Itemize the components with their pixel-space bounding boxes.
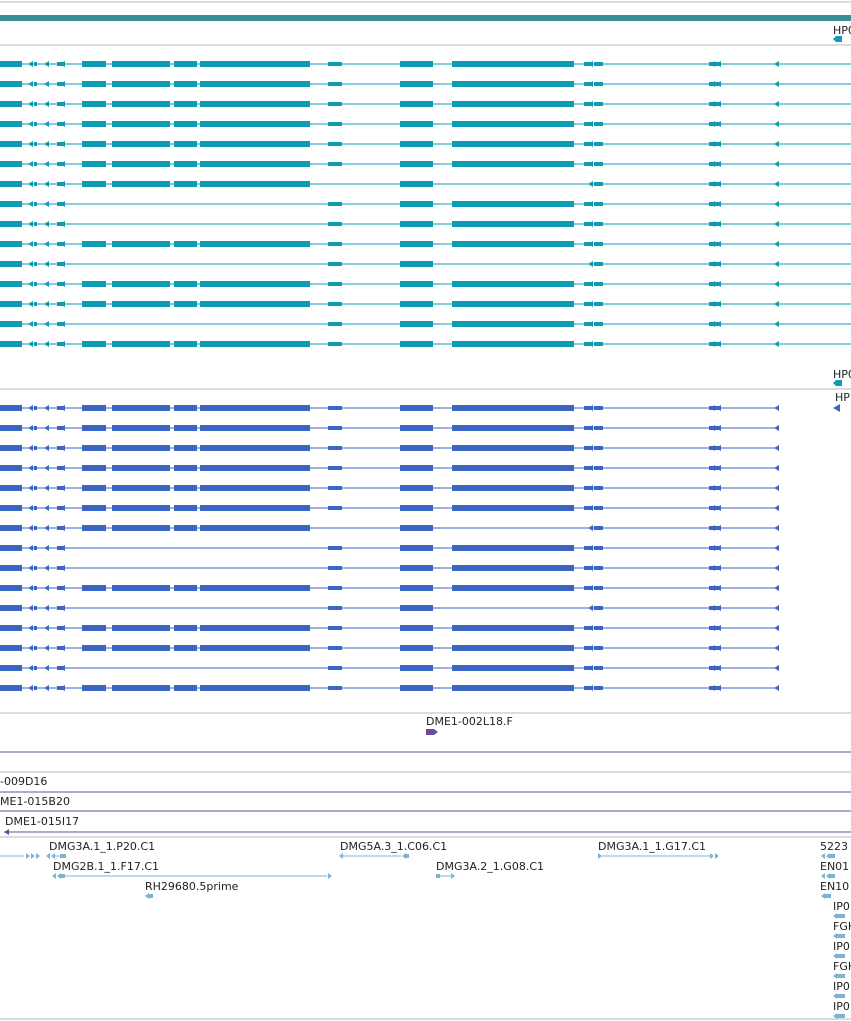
transcript[interactable] [0, 525, 779, 531]
transcript[interactable] [0, 201, 851, 207]
transcript[interactable] [0, 465, 779, 471]
transcript[interactable] [0, 281, 851, 287]
gene-marker-cyan-bottom[interactable] [833, 380, 842, 386]
est-feature[interactable]: IP0 [833, 980, 850, 999]
transcript[interactable] [0, 605, 779, 611]
transcript[interactable] [0, 545, 779, 551]
est-label[interactable]: FGH [833, 920, 851, 933]
transcript[interactable] [0, 321, 851, 327]
est-label[interactable]: IP0 [833, 1000, 850, 1013]
transcript[interactable] [0, 505, 779, 511]
bac-feature[interactable]: DME1-002L18.F [426, 715, 513, 735]
est-label[interactable]: DMG5A.3_1.C06.C1 [340, 840, 447, 853]
est-label[interactable]: IP0 [833, 900, 850, 913]
est-feature[interactable]: FGH [833, 920, 851, 939]
transcript-rows-blue [0, 405, 779, 691]
transcript[interactable] [0, 161, 851, 167]
gene-track-cyan[interactable]: HP0 HP0 [0, 24, 851, 386]
est-feature[interactable]: DMG5A.3_1.C06.C1 [339, 840, 447, 859]
transcript[interactable] [0, 625, 779, 631]
est-feature[interactable]: DMG3A.1_1.G17.C1 [598, 840, 719, 859]
transcript[interactable] [0, 221, 851, 227]
transcript[interactable] [0, 645, 779, 651]
transcript[interactable] [0, 121, 851, 127]
est-feature[interactable]: FGH [833, 960, 851, 979]
est-label[interactable]: DMG2B.1_1.F17.C1 [53, 860, 159, 873]
bac-feature[interactable]: ME1-015B20 [0, 795, 70, 808]
est-feature[interactable]: 5223 [820, 840, 848, 859]
bac-track[interactable]: DME1-002L18.F -009D16 ME1-015B20 DME1-01… [0, 715, 851, 835]
scaffold-bar[interactable] [0, 15, 851, 21]
gene-label-blue-top[interactable]: HP [835, 391, 850, 404]
bac-label[interactable]: DME1-002L18.F [426, 715, 513, 728]
est-label[interactable]: FGH [833, 960, 851, 973]
est-label[interactable]: DMG3A.2_1.G08.C1 [436, 860, 544, 873]
transcript[interactable] [0, 341, 851, 347]
bac-label[interactable]: ME1-015B20 [0, 795, 70, 808]
est-label[interactable]: 5223 [820, 840, 848, 853]
est-label[interactable]: EN01 [820, 860, 849, 873]
transcript[interactable] [0, 445, 779, 451]
bac-feature[interactable]: -009D16 [0, 775, 47, 788]
transcript[interactable] [0, 81, 851, 87]
est-label[interactable]: DMG3A.1_1.G17.C1 [598, 840, 706, 853]
transcript[interactable] [0, 241, 851, 247]
gene-track-blue[interactable]: HP [0, 391, 850, 691]
transcript[interactable] [0, 405, 779, 411]
transcript[interactable] [0, 485, 779, 491]
transcript[interactable] [0, 685, 779, 691]
est-feature[interactable]: DMG3A.2_1.G08.C1 [436, 860, 544, 879]
est-feature[interactable]: EN01 [820, 860, 849, 879]
transcript[interactable] [0, 61, 851, 67]
est-feature[interactable]: EN10 [820, 880, 849, 899]
transcript[interactable] [0, 665, 779, 671]
transcript[interactable] [0, 585, 779, 591]
est-feature[interactable]: IP0 [833, 900, 850, 919]
est-label[interactable]: IP0 [833, 940, 850, 953]
est-feature[interactable]: RH29680.5prime [145, 880, 239, 899]
transcript[interactable] [0, 425, 779, 431]
est-label[interactable]: EN10 [820, 880, 849, 893]
est-feature[interactable]: IP0 [833, 1000, 850, 1019]
gene-marker-blue-top[interactable] [833, 404, 840, 412]
est-label[interactable]: DMG3A.1_1.P20.C1 [49, 840, 155, 853]
est-feature[interactable]: DMG3A.1_1.P20.C1 [49, 840, 155, 853]
gene-label-cyan-top[interactable]: HP0 [833, 24, 851, 37]
transcript[interactable] [0, 101, 851, 107]
transcript[interactable] [0, 181, 851, 187]
bac-feature[interactable]: DME1-015I17 [4, 815, 851, 835]
est-track[interactable]: DMG3A.1_1.P20.C1 DMG5A.3_1.C06.C1 DMG3A.… [0, 840, 851, 1019]
transcript[interactable] [0, 261, 851, 267]
est-label[interactable]: RH29680.5prime [145, 880, 239, 893]
est-label[interactable]: IP0 [833, 980, 850, 993]
gene-marker-cyan-top[interactable] [833, 36, 842, 42]
transcript[interactable] [0, 141, 851, 147]
gene-label-cyan-bottom[interactable]: HP0 [833, 368, 851, 381]
est-feature[interactable]: DMG2B.1_1.F17.C1 [52, 860, 332, 879]
transcript-rows-cyan [0, 61, 851, 347]
transcript[interactable] [0, 565, 779, 571]
transcript[interactable] [0, 301, 851, 307]
bac-label[interactable]: DME1-015I17 [5, 815, 79, 828]
bac-label[interactable]: -009D16 [0, 775, 47, 788]
est-feature[interactable]: IP0 [833, 940, 850, 959]
